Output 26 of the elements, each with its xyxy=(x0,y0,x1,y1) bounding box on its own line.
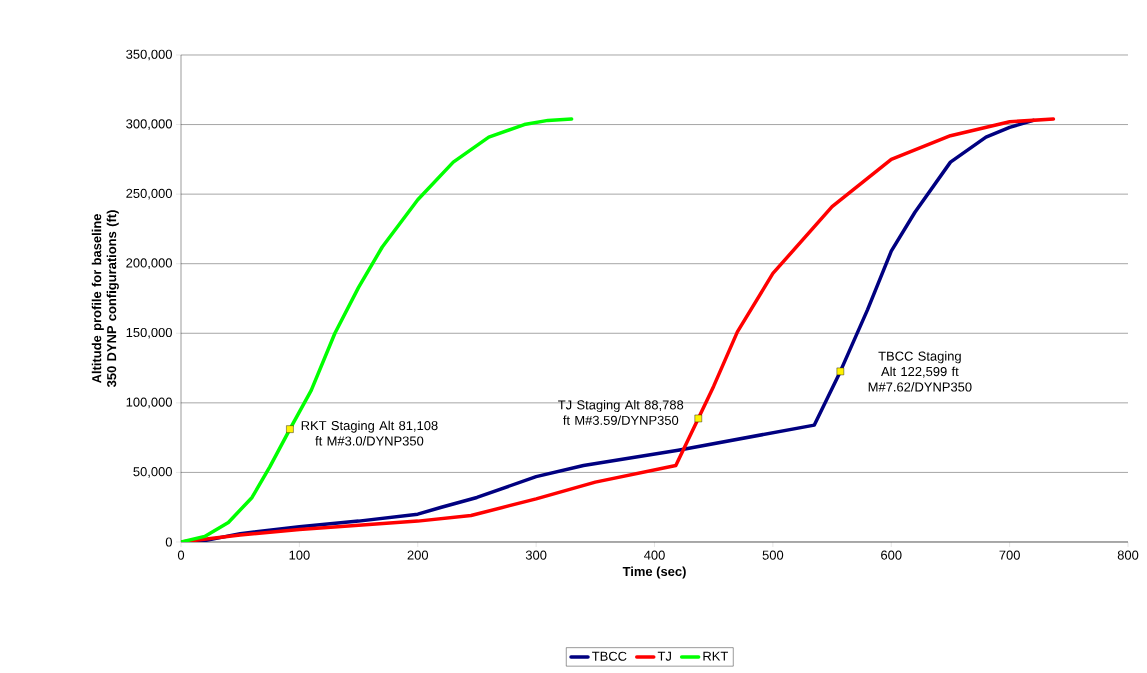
x-tick-label: 300 xyxy=(525,550,547,560)
y-tick-label: 50,000 xyxy=(133,467,172,478)
legend-label: RKT xyxy=(703,651,728,661)
x-tick-label: 0 xyxy=(177,550,185,560)
line-series xyxy=(181,117,574,542)
legend-label: TJ xyxy=(657,651,671,661)
y-tick-label: 200,000 xyxy=(126,258,172,270)
y-tick-label: 250,000 xyxy=(126,188,172,200)
x-tick-label: 500 xyxy=(762,550,784,560)
annotation: TBCC Staging Alt 122,599 ft M#7.62/DYNP350 xyxy=(868,351,972,392)
y-tick-label: 0 xyxy=(165,537,172,547)
x-tick-label: 100 xyxy=(289,550,310,560)
annotation: RKT Staging Alt 81,108 ft M#3.0/DYNP350 xyxy=(301,420,438,446)
y-tick-label: 150,000 xyxy=(126,327,172,339)
legend-label: TBCC xyxy=(592,651,627,661)
x-tick-label: 800 xyxy=(1117,550,1139,560)
y-tick-label: 350,000 xyxy=(126,49,172,61)
annotation: TJ Staging Alt 88,788 ft M#3.59/DYNP350 xyxy=(558,399,684,425)
x-tick-label: 700 xyxy=(999,550,1020,560)
x-tick-label: 200 xyxy=(407,550,429,560)
y-tick-label: 300,000 xyxy=(126,119,172,130)
y-axis-title: Altitude profile for baseline 350 DYNP configurations (ft) xyxy=(91,210,119,388)
x-axis-title: Time (sec) xyxy=(622,566,686,579)
y-tick-label: 100,000 xyxy=(126,397,172,409)
x-tick-label: 400 xyxy=(644,550,665,560)
x-tick-label: 600 xyxy=(881,550,902,560)
